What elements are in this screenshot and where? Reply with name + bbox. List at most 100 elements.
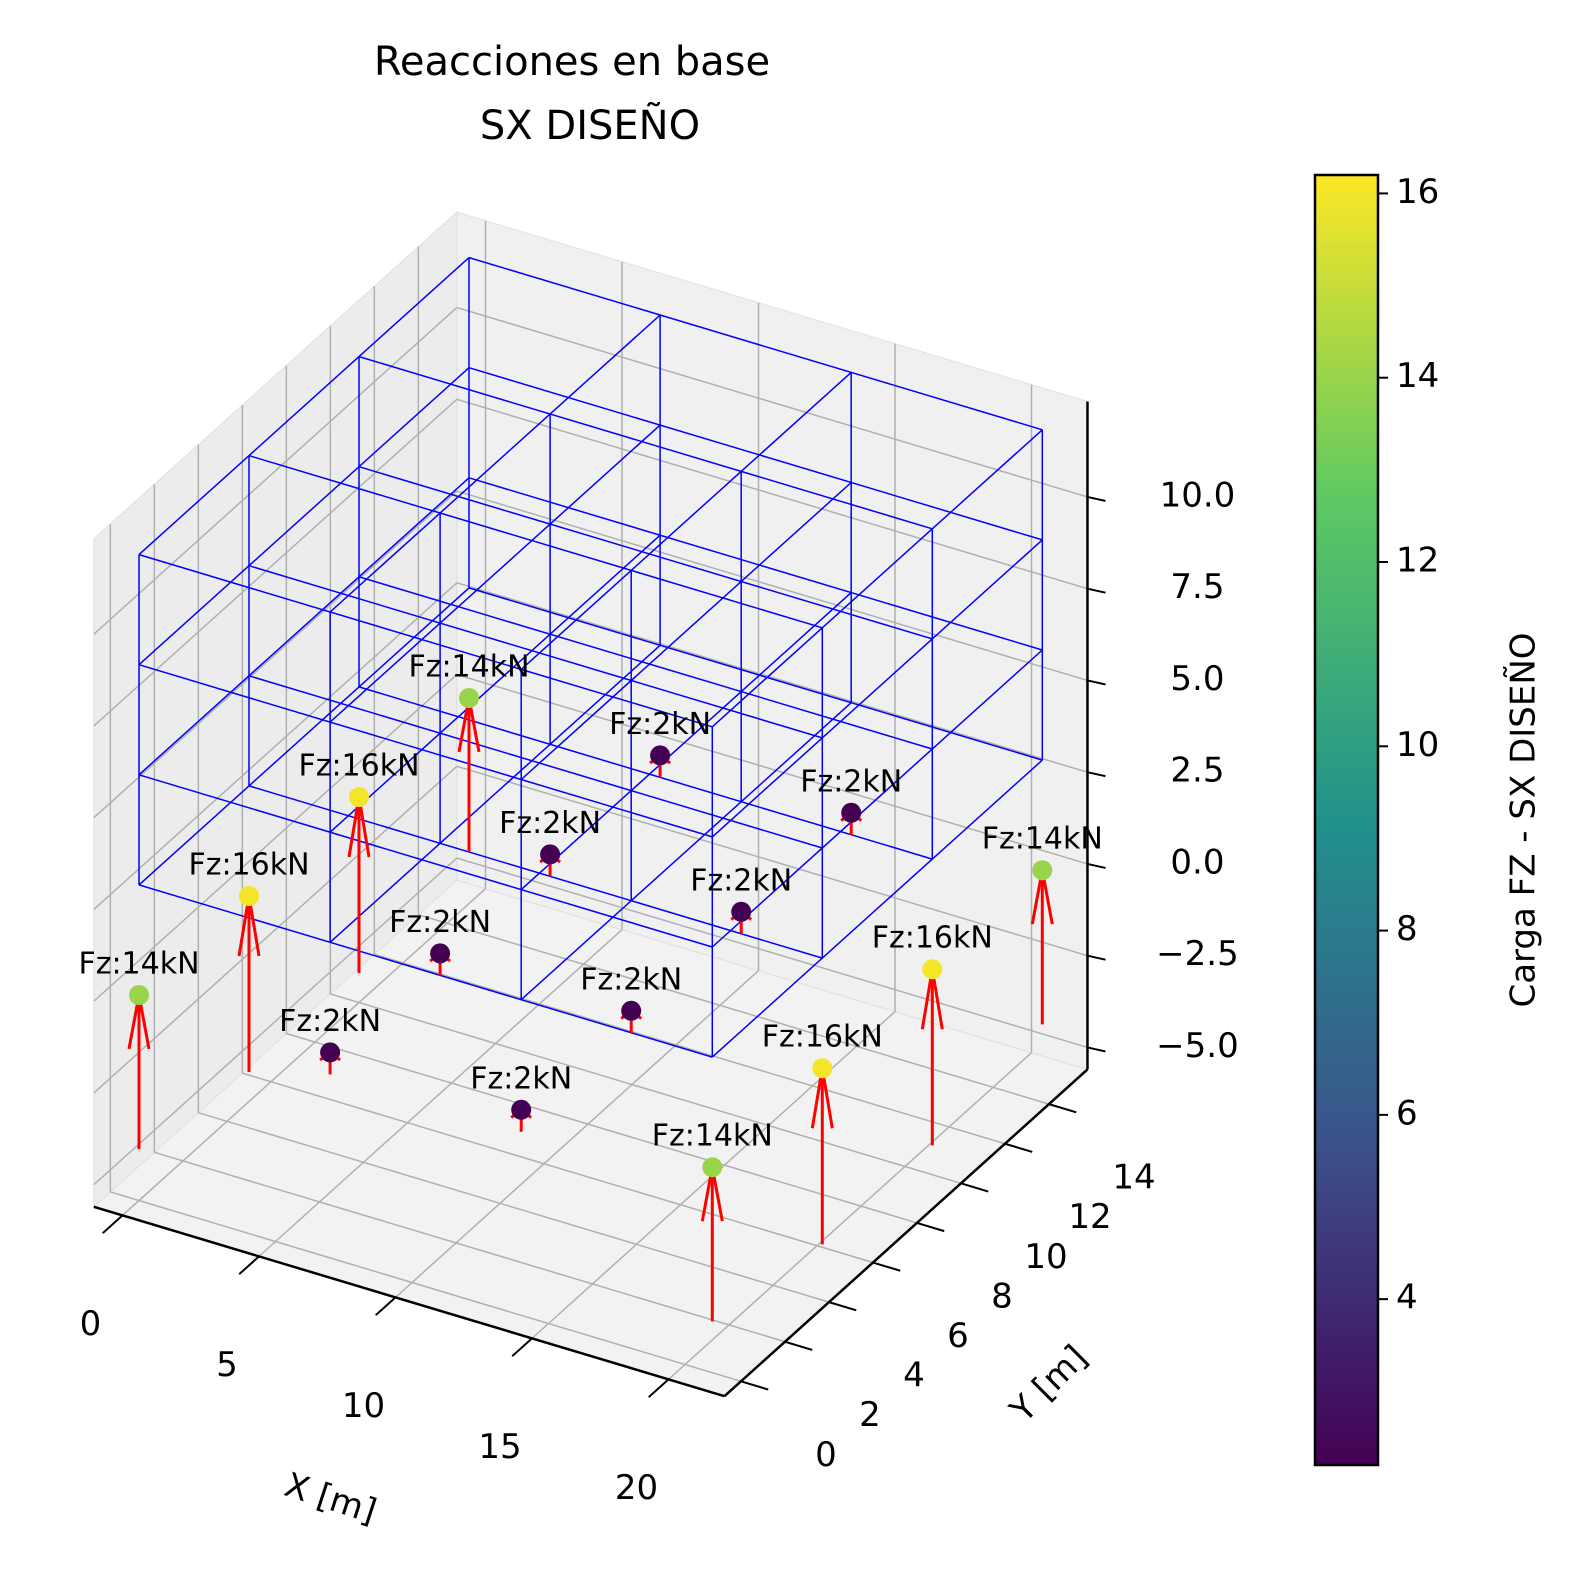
tick-mark xyxy=(784,1340,813,1351)
support-point xyxy=(650,745,671,766)
support-point xyxy=(459,688,479,708)
grid-line xyxy=(93,490,458,819)
support-point xyxy=(540,844,561,865)
grid-line xyxy=(456,582,1088,773)
frame-beam xyxy=(329,534,661,833)
value-label: Fz:2kN xyxy=(499,806,601,841)
frame-beam xyxy=(329,314,661,613)
tick-mark xyxy=(1004,1142,1033,1153)
frame-beam xyxy=(358,355,933,530)
support-point xyxy=(511,1099,532,1120)
y-tick-label: 14 xyxy=(1112,1158,1155,1198)
support-point xyxy=(812,1058,833,1079)
support-point xyxy=(1032,860,1053,881)
z-tick-label: 5.0 xyxy=(1170,659,1224,699)
frame-beam xyxy=(248,675,823,849)
tick-mark xyxy=(102,1214,124,1234)
grid-line xyxy=(456,857,1088,1049)
support-point xyxy=(922,959,943,980)
z-tick-label: 2.5 xyxy=(1170,751,1224,791)
x-tick-label: 20 xyxy=(615,1468,658,1508)
frame-beam xyxy=(711,649,1043,948)
frame-beam xyxy=(468,587,1043,761)
grid-line xyxy=(456,765,1088,957)
tick-mark xyxy=(916,1221,945,1233)
value-label: Fz:14kN xyxy=(78,947,199,982)
support-point xyxy=(731,901,752,922)
frame-beam xyxy=(711,539,1043,838)
support-point xyxy=(239,886,259,906)
y-tick-label: 6 xyxy=(947,1316,969,1356)
frame-beam xyxy=(138,477,470,776)
frame-beam xyxy=(248,785,823,959)
z-tick-label: 7.5 xyxy=(1170,567,1224,607)
frame-beam xyxy=(520,702,852,1001)
z-tick-label: 0.0 xyxy=(1170,842,1224,882)
grid-line xyxy=(93,673,458,1002)
value-label: Fz:2kN xyxy=(800,764,902,799)
tick-mark xyxy=(1087,587,1106,594)
value-label: Fz:14kN xyxy=(652,1119,773,1154)
z-tick-label: 10.0 xyxy=(1160,475,1236,515)
tick-mark xyxy=(1048,1103,1077,1114)
tick-mark xyxy=(511,1337,533,1357)
z-tick-label: −5.0 xyxy=(1156,1026,1239,1066)
support-point xyxy=(841,802,862,823)
value-label: Fz:2kN xyxy=(389,905,491,940)
value-label: Fz:2kN xyxy=(609,707,711,742)
frame-beam xyxy=(711,759,1043,1058)
value-label: Fz:2kN xyxy=(470,1061,572,1096)
value-label: Fz:14kN xyxy=(982,822,1103,857)
frame-beam xyxy=(711,429,1043,728)
tick-mark xyxy=(1087,495,1106,502)
value-label: Fz:2kN xyxy=(580,962,682,997)
grid-line xyxy=(286,1032,918,1224)
grid-line xyxy=(198,1111,830,1303)
y-tick-label: 2 xyxy=(859,1395,881,1435)
grid-line xyxy=(93,306,458,635)
colorbar xyxy=(1313,173,1380,1467)
grid-line xyxy=(93,582,458,911)
grid-line xyxy=(154,1151,786,1343)
x-tick-label: 0 xyxy=(80,1304,102,1344)
frame-beam xyxy=(248,564,823,739)
tick-mark xyxy=(648,1378,670,1398)
grid-line xyxy=(242,1072,874,1264)
frame-beam xyxy=(358,576,933,750)
x-axis-label: X [m] xyxy=(280,1465,382,1532)
support-point xyxy=(702,1157,723,1178)
tick-mark xyxy=(1087,771,1106,778)
grid-line xyxy=(456,673,1088,865)
support-point xyxy=(129,985,149,1005)
frame-beam xyxy=(358,465,933,640)
frame-beam xyxy=(138,257,470,556)
y-tick-label: 10 xyxy=(1024,1237,1067,1277)
y-axis-line xyxy=(723,1068,1089,1398)
grid-line xyxy=(93,765,458,1094)
frame-beam xyxy=(138,553,713,728)
value-label: Fz:2kN xyxy=(690,863,792,898)
tick-mark xyxy=(238,1255,260,1275)
frame-beam xyxy=(138,774,713,948)
y-tick-label: 4 xyxy=(903,1356,925,1396)
frame-beam xyxy=(329,424,661,723)
y-tick-label: 12 xyxy=(1068,1197,1111,1237)
support-point xyxy=(621,1000,642,1021)
support-point xyxy=(430,943,451,964)
colorbar-tick-label: 8 xyxy=(1396,909,1418,949)
colorbar-tick-label: 14 xyxy=(1396,356,1439,396)
x-tick-label: 15 xyxy=(478,1427,521,1467)
frame-beam xyxy=(358,686,933,860)
grid-line xyxy=(456,306,1088,498)
value-label: Fz:14kN xyxy=(408,650,529,685)
colorbar-tick-label: 10 xyxy=(1396,725,1439,765)
tick-mark xyxy=(1087,954,1106,961)
x-axis-line xyxy=(93,1205,725,1398)
x-tick-label: 5 xyxy=(216,1345,238,1385)
colorbar-tick-label: 6 xyxy=(1396,1093,1418,1133)
support-point xyxy=(320,1042,341,1063)
frame-beam xyxy=(248,454,823,629)
grid-line xyxy=(110,1191,742,1383)
